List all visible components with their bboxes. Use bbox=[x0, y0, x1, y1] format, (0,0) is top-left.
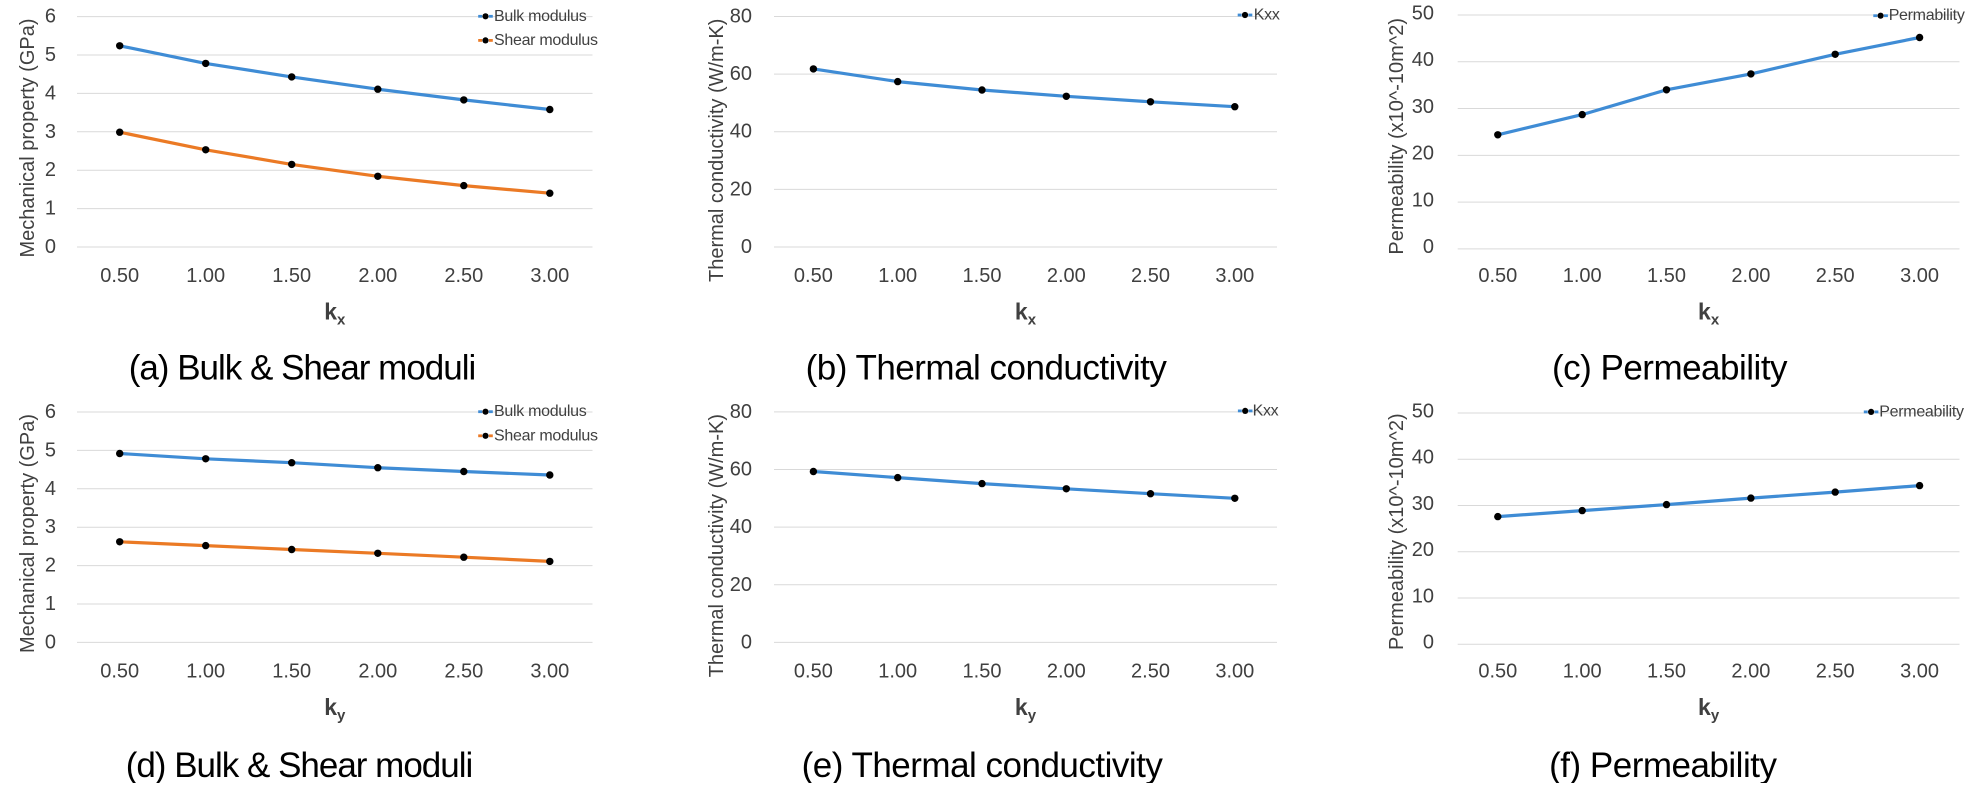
svg-text:2.50: 2.50 bbox=[1816, 265, 1855, 287]
svg-text:2.50: 2.50 bbox=[1131, 660, 1170, 682]
svg-text:0: 0 bbox=[741, 236, 752, 258]
svg-text:1.50: 1.50 bbox=[272, 660, 311, 682]
svg-text:ky: ky bbox=[1015, 694, 1037, 724]
svg-text:40: 40 bbox=[1412, 447, 1434, 469]
svg-text:3: 3 bbox=[45, 121, 56, 143]
svg-text:1.00: 1.00 bbox=[878, 265, 917, 287]
svg-text:0: 0 bbox=[45, 236, 56, 258]
svg-text:60: 60 bbox=[730, 459, 752, 481]
svg-text:1: 1 bbox=[45, 198, 56, 220]
svg-text:6: 6 bbox=[45, 6, 56, 28]
svg-text:Permeability: Permeability bbox=[1879, 403, 1964, 420]
svg-text:20: 20 bbox=[1412, 143, 1434, 165]
svg-text:80: 80 bbox=[730, 401, 752, 423]
svg-text:3.00: 3.00 bbox=[1900, 265, 1939, 287]
svg-text:Kxx: Kxx bbox=[1254, 7, 1280, 24]
svg-text:(c) Permeability: (c) Permeability bbox=[1552, 349, 1788, 388]
svg-text:ky: ky bbox=[1698, 694, 1720, 724]
svg-text:Bulk modulus: Bulk modulus bbox=[494, 403, 587, 420]
svg-text:20: 20 bbox=[730, 574, 752, 596]
svg-text:40: 40 bbox=[730, 516, 752, 538]
svg-text:0.50: 0.50 bbox=[1478, 265, 1517, 287]
svg-text:(b) Thermal conductivity: (b) Thermal conductivity bbox=[806, 349, 1168, 388]
svg-text:4: 4 bbox=[45, 82, 56, 104]
svg-text:2: 2 bbox=[45, 555, 56, 577]
svg-text:30: 30 bbox=[1412, 96, 1434, 118]
svg-text:2.50: 2.50 bbox=[444, 265, 483, 287]
svg-text:kx: kx bbox=[1015, 299, 1037, 329]
svg-text:3.00: 3.00 bbox=[1900, 660, 1939, 682]
svg-text:2.50: 2.50 bbox=[444, 660, 483, 682]
svg-text:kx: kx bbox=[324, 299, 346, 329]
svg-text:0: 0 bbox=[1423, 632, 1434, 654]
svg-text:1.50: 1.50 bbox=[272, 265, 311, 287]
svg-text:3: 3 bbox=[45, 516, 56, 538]
svg-text:Kxx: Kxx bbox=[1253, 402, 1279, 419]
svg-text:4: 4 bbox=[45, 478, 56, 500]
svg-text:Mechanical property (GPa): Mechanical property (GPa) bbox=[17, 19, 39, 258]
svg-text:2.00: 2.00 bbox=[1047, 660, 1086, 682]
svg-text:10: 10 bbox=[1412, 585, 1434, 607]
svg-text:30: 30 bbox=[1412, 493, 1434, 515]
svg-text:2.00: 2.00 bbox=[1047, 265, 1086, 287]
svg-text:5: 5 bbox=[45, 44, 56, 66]
svg-text:1.50: 1.50 bbox=[963, 660, 1002, 682]
svg-text:20: 20 bbox=[730, 178, 752, 200]
svg-text:2.50: 2.50 bbox=[1131, 265, 1170, 287]
svg-text:Permability: Permability bbox=[1889, 7, 1965, 24]
svg-text:2.00: 2.00 bbox=[1731, 265, 1770, 287]
svg-text:1.50: 1.50 bbox=[1647, 660, 1686, 682]
svg-text:60: 60 bbox=[730, 63, 752, 85]
svg-text:10: 10 bbox=[1412, 189, 1434, 211]
svg-text:0: 0 bbox=[45, 631, 56, 653]
svg-text:2: 2 bbox=[45, 159, 56, 181]
svg-text:0.50: 0.50 bbox=[794, 265, 833, 287]
svg-text:50: 50 bbox=[1412, 2, 1434, 24]
svg-text:(a) Bulk & Shear moduli: (a) Bulk & Shear moduli bbox=[129, 349, 476, 388]
svg-text:Thermal conductivity (W/m-K): Thermal conductivity (W/m-K) bbox=[706, 414, 728, 677]
svg-text:3.00: 3.00 bbox=[1215, 660, 1254, 682]
svg-text:40: 40 bbox=[1412, 49, 1434, 71]
svg-text:Bulk modulus: Bulk modulus bbox=[494, 8, 587, 25]
svg-text:(f) Permeability: (f) Permeability bbox=[1549, 746, 1777, 783]
svg-text:2.00: 2.00 bbox=[358, 660, 397, 682]
svg-text:1.00: 1.00 bbox=[1563, 265, 1602, 287]
svg-text:3.00: 3.00 bbox=[530, 265, 569, 287]
svg-text:2.00: 2.00 bbox=[1731, 660, 1770, 682]
svg-text:Thermal conductivity (W/m-K): Thermal conductivity (W/m-K) bbox=[706, 19, 728, 282]
svg-text:3.00: 3.00 bbox=[1215, 265, 1254, 287]
svg-text:0: 0 bbox=[1423, 236, 1434, 258]
svg-text:6: 6 bbox=[45, 401, 56, 423]
svg-text:40: 40 bbox=[730, 121, 752, 143]
svg-text:1: 1 bbox=[45, 593, 56, 615]
svg-text:0.50: 0.50 bbox=[1478, 660, 1517, 682]
svg-text:1.00: 1.00 bbox=[186, 660, 225, 682]
svg-text:80: 80 bbox=[730, 6, 752, 28]
svg-text:Shear modulus: Shear modulus bbox=[494, 427, 598, 444]
svg-text:3.00: 3.00 bbox=[530, 660, 569, 682]
svg-text:2.50: 2.50 bbox=[1816, 660, 1855, 682]
svg-text:0: 0 bbox=[741, 631, 752, 653]
svg-text:kx: kx bbox=[1698, 299, 1720, 329]
svg-text:Permeability (x10^-10m^2): Permeability (x10^-10m^2) bbox=[1386, 413, 1408, 650]
svg-text:50: 50 bbox=[1412, 400, 1434, 422]
svg-text:1.00: 1.00 bbox=[186, 265, 225, 287]
svg-text:ky: ky bbox=[324, 694, 346, 724]
svg-text:1.00: 1.00 bbox=[878, 660, 917, 682]
svg-text:5: 5 bbox=[45, 439, 56, 461]
svg-text:1.50: 1.50 bbox=[1647, 265, 1686, 287]
svg-text:(d) Bulk & Shear moduli: (d) Bulk & Shear moduli bbox=[126, 746, 473, 783]
svg-text:20: 20 bbox=[1412, 539, 1434, 561]
svg-text:0.50: 0.50 bbox=[100, 660, 139, 682]
svg-text:0.50: 0.50 bbox=[794, 660, 833, 682]
svg-text:1.00: 1.00 bbox=[1563, 660, 1602, 682]
svg-text:0.50: 0.50 bbox=[100, 265, 139, 287]
svg-text:Mechanical property (GPa): Mechanical property (GPa) bbox=[17, 414, 39, 653]
svg-text:Shear modulus: Shear modulus bbox=[494, 32, 598, 49]
svg-text:2.00: 2.00 bbox=[358, 265, 397, 287]
svg-text:(e) Thermal conductivity: (e) Thermal conductivity bbox=[802, 746, 1164, 783]
svg-text:Permeability (x10^-10m^2): Permeability (x10^-10m^2) bbox=[1386, 18, 1408, 255]
svg-text:1.50: 1.50 bbox=[963, 265, 1002, 287]
